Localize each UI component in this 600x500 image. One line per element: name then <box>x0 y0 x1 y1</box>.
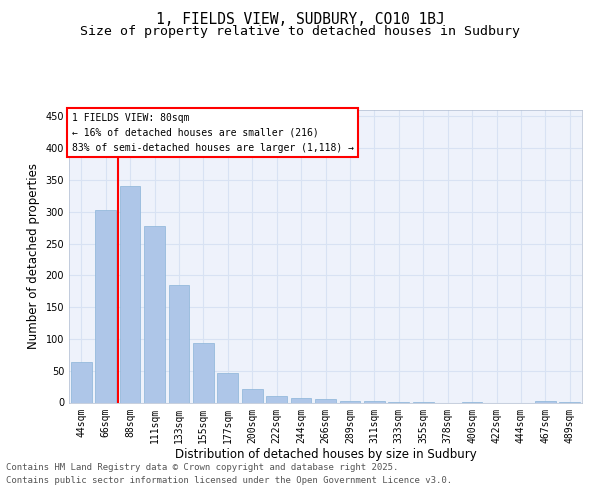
Bar <box>95 210 116 402</box>
Bar <box>193 344 214 402</box>
Bar <box>266 396 287 402</box>
Bar <box>217 373 238 402</box>
Bar <box>144 226 165 402</box>
X-axis label: Distribution of detached houses by size in Sudbury: Distribution of detached houses by size … <box>175 448 476 461</box>
Bar <box>315 398 336 402</box>
Bar <box>119 186 140 402</box>
Bar <box>364 400 385 402</box>
Text: Contains HM Land Registry data © Crown copyright and database right 2025.: Contains HM Land Registry data © Crown c… <box>6 462 398 471</box>
Y-axis label: Number of detached properties: Number of detached properties <box>27 163 40 349</box>
Bar <box>340 400 361 402</box>
Bar <box>535 401 556 402</box>
Bar <box>290 398 311 402</box>
Bar <box>242 388 263 402</box>
Text: Size of property relative to detached houses in Sudbury: Size of property relative to detached ho… <box>80 25 520 38</box>
Text: Contains public sector information licensed under the Open Government Licence v3: Contains public sector information licen… <box>6 476 452 485</box>
Bar <box>71 362 92 403</box>
Bar <box>169 285 190 403</box>
Text: 1 FIELDS VIEW: 80sqm
← 16% of detached houses are smaller (216)
83% of semi-deta: 1 FIELDS VIEW: 80sqm ← 16% of detached h… <box>71 113 353 152</box>
Text: 1, FIELDS VIEW, SUDBURY, CO10 1BJ: 1, FIELDS VIEW, SUDBURY, CO10 1BJ <box>155 12 445 28</box>
